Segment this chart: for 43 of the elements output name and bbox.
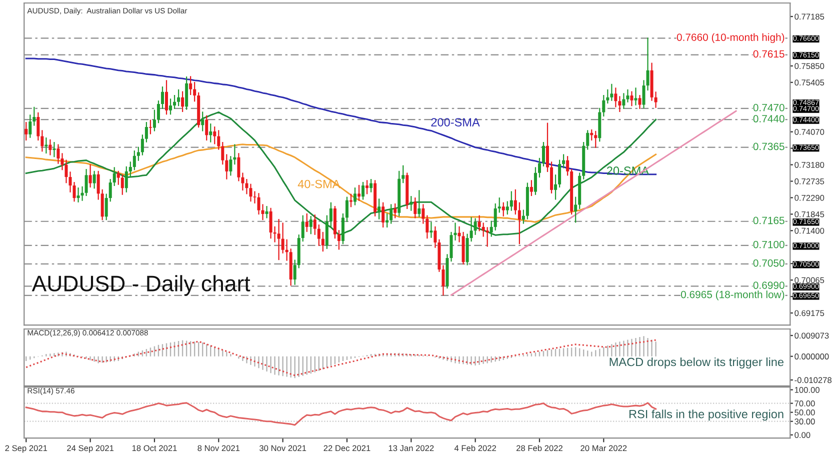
- x-tick-label: 22 Dec 2021: [324, 445, 370, 452]
- y-tick-label: 50.00: [794, 410, 815, 416]
- y-tick-label: 0.75405: [794, 80, 824, 86]
- series-label: 200-SMA: [431, 118, 480, 126]
- x-tick-label: 30 Nov 2021: [260, 445, 306, 452]
- ref-line-label: 0.7050: [753, 259, 784, 267]
- ref-line-label: 0.7615: [753, 50, 784, 58]
- y-tick-label: 0.000000: [794, 354, 829, 360]
- x-tick-label: 20 Mar 2022: [580, 445, 627, 452]
- ref-line-label: 0.7660 (10-month high): [676, 33, 784, 44]
- y-tick-label: -0.010278: [794, 377, 832, 384]
- y-tick-label: 0.74070: [794, 129, 824, 135]
- y-tick-label: 0.73180: [794, 162, 824, 168]
- x-tick-label: 24 Sep 2021: [67, 445, 114, 453]
- y-tick-label: 0.00: [794, 432, 810, 438]
- y-tick-label: 0.71845: [794, 211, 824, 218]
- ref-line-label: 0.7440: [753, 115, 784, 122]
- annotation: RSI falls in the positive region: [629, 410, 784, 421]
- y-tick-label: 0.72735: [794, 178, 824, 184]
- x-tick-label: 18 Oct 2021: [132, 445, 177, 452]
- ref-line-label: 0.7165: [753, 216, 784, 224]
- x-tick-label: 2 Sep 2021: [5, 445, 48, 453]
- x-tick-label: 8 Nov 2021: [198, 445, 240, 452]
- ref-line-label: 0.7470: [753, 104, 784, 112]
- x-tick-label: 28 Feb 2022: [516, 444, 562, 452]
- y-tick-label: 0.72290: [794, 194, 824, 201]
- ref-line-label: 0.6990: [753, 282, 784, 289]
- y-tick-label: 0.75850: [794, 63, 824, 70]
- ref-line-label: 0.7100: [753, 240, 784, 248]
- y-tick-label: 0.70065: [794, 277, 824, 284]
- y-tick-label: 0.69175: [794, 310, 824, 316]
- annotation: MACD drops below its trigger line: [610, 357, 784, 368]
- y-tick-label: 70.00: [794, 400, 815, 406]
- y-tick-label: 0.71400: [794, 228, 824, 234]
- y-tick-label: 0.009073: [794, 332, 829, 339]
- y-tick-label: 30.00: [794, 418, 815, 424]
- x-tick-label: 13 Jan 2022: [388, 445, 434, 452]
- x-tick-label: 4 Feb 2022: [454, 444, 496, 452]
- y-tick-label: 100.00: [794, 386, 820, 393]
- y-tick-label: 0.77185: [794, 14, 824, 20]
- ref-line-label: 0.6965 (18-month low): [680, 290, 784, 300]
- ref-line-label: 0.7365: [753, 142, 784, 150]
- annotation: AUDUSD - Daily chart: [32, 275, 250, 296]
